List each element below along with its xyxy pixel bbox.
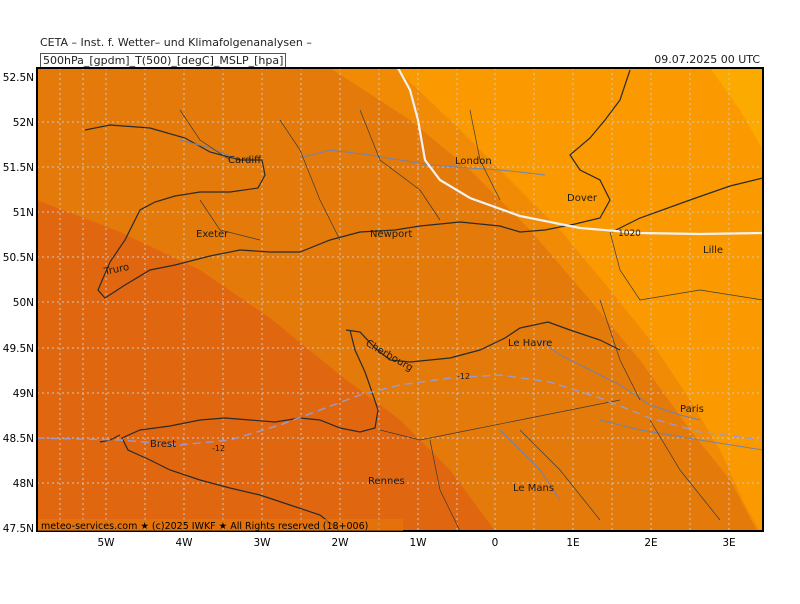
lat-label: 49N [13,388,34,400]
isotherm-label-2: -12 [212,444,225,453]
city-label-london: London [455,156,492,167]
city-label-brest: Brest [150,439,176,450]
lon-label: 2E [644,537,657,549]
city-label-rennes: Rennes [368,476,405,487]
city-label-exeter: Exeter [196,229,229,240]
isobar-label: 1020 [618,229,641,239]
lon-label: 0 [492,537,499,549]
lon-label: 5W [97,537,115,549]
city-label-newport: Newport [370,229,412,240]
lon-label: 1W [409,537,427,549]
graticule [37,68,763,531]
coastlines [84,69,763,531]
map-layers [37,68,763,531]
admin-borders [179,109,763,531]
lon-label: 4W [175,537,193,549]
coldest-band [37,200,495,531]
lat-label: 48N [13,478,34,490]
lat-label: 50N [13,297,34,309]
lat-label: 52.5N [3,72,34,84]
lon-label: 2W [331,537,349,549]
city-label-truro: Truro [102,262,130,278]
copyright-footer: meteo-services.com ★ (c)2025 IWKF ★ All … [41,521,368,532]
lat-label: 48.5N [3,433,34,445]
isobar-1020 [397,68,763,236]
city-label-le-mans: Le Mans [513,483,554,494]
lon-label: 3E [722,537,735,549]
lat-label: 49.5N [3,343,34,355]
warmest-band [710,68,763,150]
forecast-datetime: 09.07.2025 00 UTC [654,53,760,66]
city-label-le-havre: Le Havre [508,338,552,349]
lon-label: 1E [566,537,579,549]
city-label-cardiff: Cardiff [228,155,262,166]
chart-title: CETA – Inst. f. Wetter– und Klimafolgena… [40,36,312,49]
lat-label: 51N [13,207,34,219]
footer-bg [38,519,403,531]
rivers [179,139,763,501]
isotherms [37,374,763,446]
lat-label: 47.5N [3,523,34,535]
warm-band [395,68,763,531]
city-label-dover: Dover [567,193,598,204]
city-label-lille: Lille [703,245,723,256]
lat-label: 51.5N [3,162,34,174]
lat-label: 50.5N [3,252,34,264]
lat-label: 52N [13,117,34,129]
lon-label: 3W [253,537,271,549]
city-label-paris: Paris [680,404,704,415]
isotherm-label-1: -12 [457,372,470,381]
